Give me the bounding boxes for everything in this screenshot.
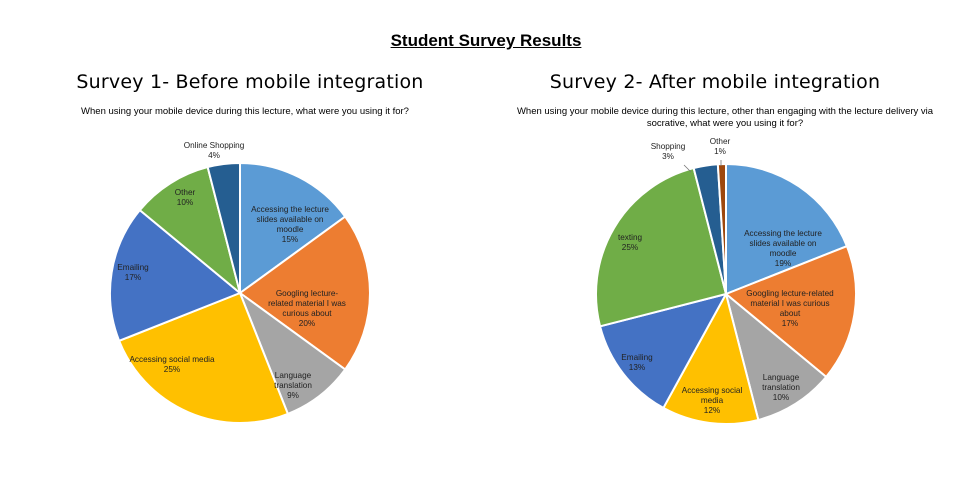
pie-1-slice-emailing [109,208,242,343]
pie-2-slice-accessing-social-media [662,291,760,425]
chart-2-subtitle: When using your mobile device during thi… [516,106,934,129]
pie-2-label-other: Other 1% [710,137,731,156]
pie-2-slice-texting [595,166,728,328]
pie-1-slice-accessing-the-lecture-slides-available-on-moodle [239,161,347,295]
pie-1-label-googling-lecture-related-material-i-was-curious-about: Googling lecture-related material I was c… [268,289,346,328]
pie-2-label-googling-lecture-related-material-i-was-curious-about: Googling lecture-related material I was c… [746,289,834,328]
pie-2-label-shopping: Shopping 3% [651,142,686,161]
pie-2-label-language-translation: Language translation 10% [762,373,800,402]
page-title: Student Survey Results [390,31,582,50]
chart-2-title: Survey 2- After mobile integration [549,71,881,93]
pie-chart-survey-1: Accessing the lecture slides available on… [109,141,371,424]
pie-1-slice-online-shopping [206,161,241,294]
pie-2-label-accessing-the-lecture-slides-available-on-moodle: Accessing the lecture slides available on… [744,229,822,268]
pie-1-slice-googling-lecture-related-material-i-was-curious-about [238,215,371,371]
pie-1-label-language-translation: Language translation 9% [274,371,312,400]
pie-1-label-accessing-social-media: Accessing social media 25% [129,355,215,374]
pie-2-slice-other [716,162,727,295]
pie-2-leader-line [683,164,692,173]
pie-2-label-emailing: Emailing 13% [621,353,653,372]
pie-2-label-texting: texting 25% [618,233,643,252]
pie-1-label-accessing-the-lecture-slides-available-on-moodle: Accessing the lecture slides available on… [251,205,329,244]
pie-1-label-emailing: Emailing 17% [117,263,149,282]
chart-1-subtitle: When using your mobile device during thi… [81,106,409,117]
pie-1-label-online-shopping: Online Shopping 4% [184,141,245,160]
pie-2-slice-accessing-the-lecture-slides-available-on-moodle [725,162,849,296]
pie-2-label-accessing-social-media: Accessing social media 12% [682,386,743,415]
pie-chart-survey-2: Accessing the lecture slides available on… [595,137,857,425]
pie-2-slice-emailing [598,292,728,410]
pie-2-slice-googling-lecture-related-material-i-was-curious-about [724,244,857,379]
pie-1-label-other: Other 10% [175,188,196,207]
chart-1-title: Survey 1- Before mobile integration [76,71,424,93]
pie-1-slice-accessing-social-media [117,291,290,424]
